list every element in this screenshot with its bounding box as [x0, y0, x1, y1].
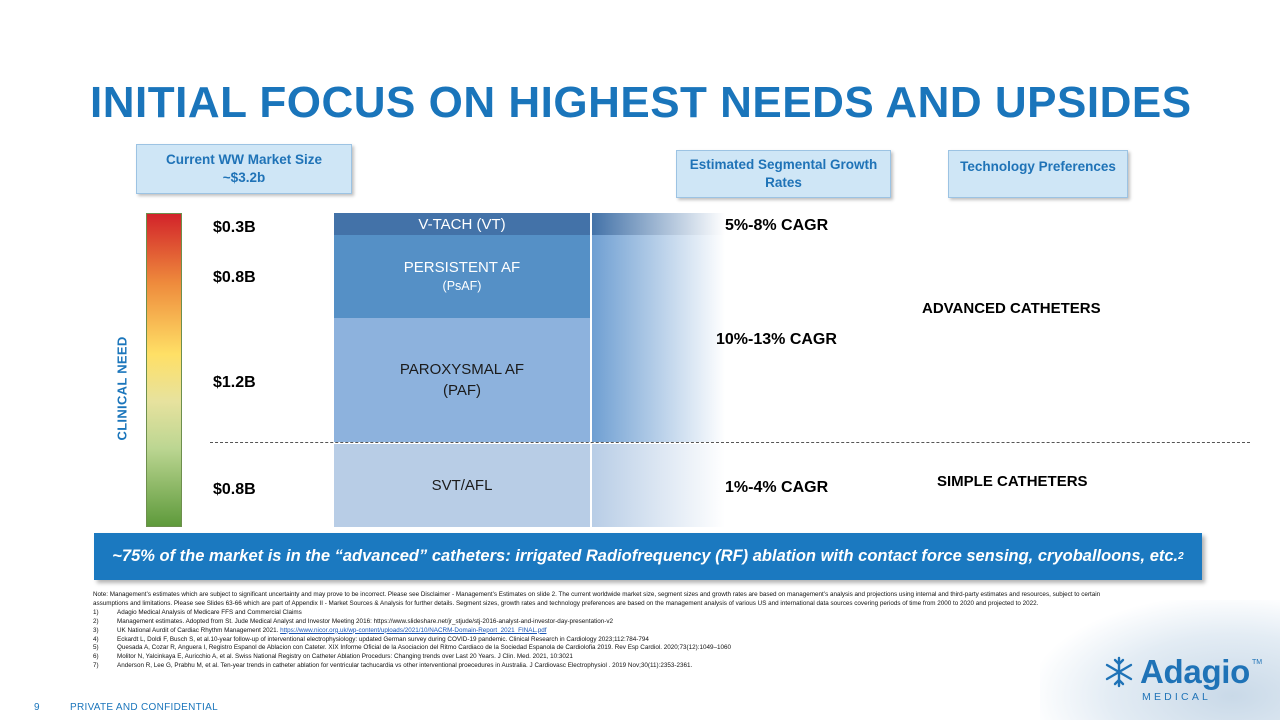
segment-paf: PAROXYSMAL AF (PAF): [334, 318, 590, 442]
market-size-header-line2: ~$3.2b: [222, 170, 266, 185]
reference-link[interactable]: https://www.nicor.org.uk/wp-content/uplo…: [280, 626, 547, 634]
cagr-af: 10%-13% CAGR: [716, 331, 837, 348]
segment-sub-paf: (PAF): [442, 382, 482, 399]
tech-header: Technology Preferences: [948, 150, 1128, 198]
adagio-logo: Adagio TM: [1102, 655, 1262, 689]
reference-item: 3) UK National Aurdit of Cardiac Rhythm M…: [93, 626, 547, 634]
segment-sub-psaf: (PsAF): [442, 279, 482, 294]
reference-item: 7) Anderson R, Lee G, Prabhu M, et al. Te…: [93, 662, 693, 670]
logo-wordmark: Adagio: [1140, 653, 1251, 690]
tech-advanced: ADVANCED CATHETERS: [922, 300, 1101, 317]
footnotes: Note: Management’s estimates which are s…: [93, 591, 1123, 671]
clinical-need-gradient-bar: [146, 213, 182, 527]
logo-subtitle: MEDICAL: [1142, 691, 1212, 703]
footnote-intro: Note: Management’s estimates which are s…: [93, 591, 1101, 607]
cagr-vt: 5%-8% CAGR: [725, 217, 829, 234]
segment-size-psaf: $0.8B: [213, 269, 256, 286]
segment-name-svt: SVT/AFL: [431, 477, 493, 494]
growth-arrow-svt: [592, 444, 725, 527]
growth-header: Estimated Segmental Growth Rates: [676, 150, 891, 198]
reference-item: 1) Adagio Medical Analysis of Medicare FF…: [93, 608, 302, 616]
growth-arrow-af: [592, 235, 725, 442]
frost-decoration: [1040, 600, 1280, 720]
segment-name-vt: V-TACH (VT): [418, 215, 506, 233]
logo-trademark: TM: [1252, 659, 1263, 666]
logo-subtitle-wrap: MEDICAL: [1104, 691, 1254, 703]
tech-simple: SIMPLE CATHETERS: [937, 473, 1088, 490]
segment-size-vt: $0.3B: [213, 219, 256, 236]
segment-name-paf: PAROXYSMAL AF: [399, 361, 525, 378]
clinical-need-label: CLINICAL NEED: [114, 336, 130, 441]
reference-item: 4) Eckardt L, Doldi F, Busch S, et al.10-…: [93, 635, 649, 643]
segment-vt: V-TACH (VT): [334, 213, 590, 235]
reference-list: 1) Adagio Medical Analysis of Medicare FF…: [93, 609, 1123, 671]
banner-footnote: 2: [1178, 551, 1184, 562]
key-message-banner: ~75% of the market is in the “advanced” …: [94, 533, 1202, 580]
market-size-header-line1: Current WW Market Size: [165, 151, 323, 167]
segment-svt: SVT/AFL: [334, 444, 590, 527]
reference-item: 2) Management estimates. Adopted from St.…: [93, 617, 613, 625]
cagr-svt: 1%-4% CAGR: [725, 479, 829, 496]
growth-arrow-vt: [592, 213, 725, 235]
segment-psaf: PERSISTENT AF (PsAF): [334, 235, 590, 318]
tech-header-label: Technology Preferences: [960, 159, 1116, 174]
advanced-simple-divider: [210, 442, 1250, 443]
banner-text: ~75% of the market is in the “advanced” …: [112, 547, 1179, 565]
reference-item: 5) Quesada A, Cozar R, Anguera I, Registr…: [93, 644, 731, 652]
market-size-header: Current WW Market Size ~$3.2b: [136, 144, 352, 194]
snowflake-icon: [1105, 656, 1133, 688]
segment-name-psaf: PERSISTENT AF: [403, 259, 521, 277]
segment-size-paf: $1.2B: [213, 374, 256, 391]
reference-item: 6) Molitor N, Yalcinkaya E, Auricchio A, …: [93, 653, 573, 661]
segment-size-svt: $0.8B: [213, 481, 256, 498]
slide-title: INITIAL FOCUS ON HIGHEST NEEDS AND UPSID…: [90, 78, 1192, 127]
page-number: 9: [34, 702, 40, 713]
confidentiality-label: PRIVATE AND CONFIDENTIAL: [70, 702, 218, 713]
growth-header-line1: Estimated Segmental Growth: [689, 156, 878, 172]
growth-header-line2: Rates: [765, 175, 802, 190]
